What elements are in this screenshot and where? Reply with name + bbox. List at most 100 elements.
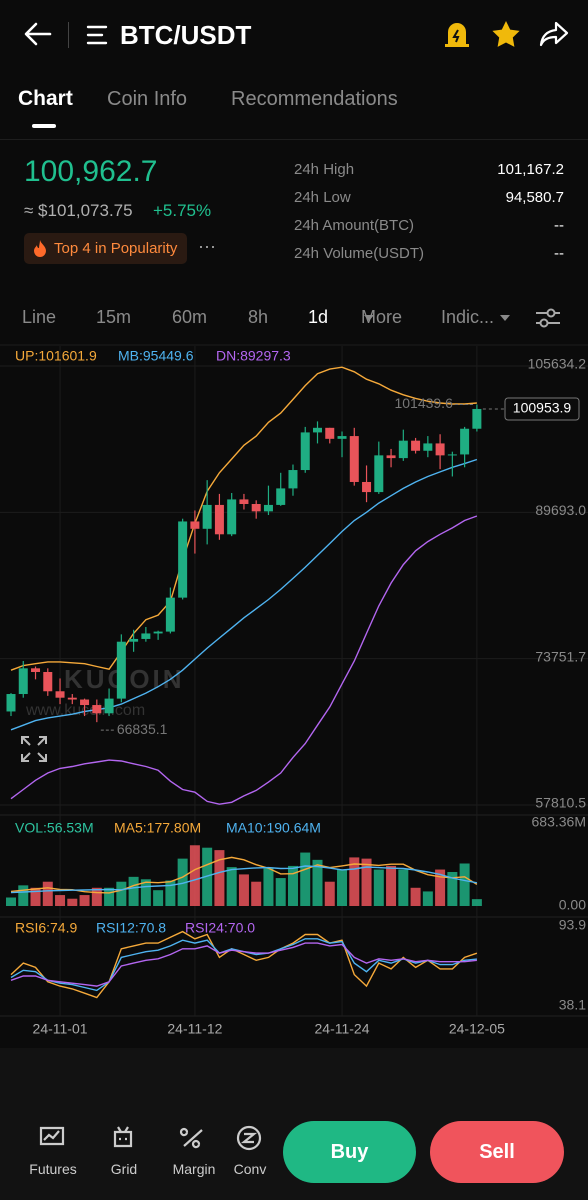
badge-text: Top 4 in Popularity xyxy=(54,240,178,257)
y-tick-label: 38.1 xyxy=(559,997,586,1013)
y-tick-label: 73751.7 xyxy=(535,648,586,664)
volume-bar xyxy=(67,898,78,906)
legend-entry: VOL:56.53M xyxy=(15,820,94,836)
interval-option[interactable]: 1d xyxy=(308,307,329,327)
volume-bar xyxy=(361,858,372,906)
rsi-line xyxy=(10,942,477,987)
volume-bar xyxy=(300,852,311,906)
candle-body xyxy=(374,455,384,493)
volume-bar xyxy=(18,885,29,906)
candle-body xyxy=(472,408,482,429)
volume-bar xyxy=(177,858,188,906)
volume-bar xyxy=(287,865,298,906)
volume-bar xyxy=(349,857,360,906)
interval-option[interactable]: More xyxy=(361,307,403,327)
x-tick-label: 24-11-12 xyxy=(167,1021,222,1037)
x-tick-label: 24-11-01 xyxy=(33,1021,88,1037)
divider xyxy=(68,22,69,48)
y-tick-label: 0.00 xyxy=(559,897,586,913)
candle-body xyxy=(104,698,114,714)
nav-label[interactable]: Conv xyxy=(233,1161,267,1177)
stat-value: -- xyxy=(554,217,564,234)
arrow xyxy=(500,315,510,321)
icon-shape xyxy=(236,1125,262,1151)
volume-bar xyxy=(337,869,348,906)
candle-body xyxy=(214,504,224,535)
tab[interactable]: Recommendations xyxy=(231,88,398,110)
settings-icon[interactable] xyxy=(534,306,562,330)
stat-label: 24h High xyxy=(294,161,355,178)
boll-line xyxy=(10,366,477,671)
candle-body xyxy=(276,488,286,505)
icon-shape xyxy=(179,1127,203,1149)
interval-option[interactable]: Line xyxy=(22,307,57,327)
nav-icon[interactable] xyxy=(235,1124,265,1154)
legend-entry: RSI12:70.8 xyxy=(96,920,166,936)
volume-bar xyxy=(165,880,176,906)
candle-body xyxy=(190,521,200,529)
y-tick-label: 89693.0 xyxy=(535,502,586,518)
volume-bar xyxy=(79,895,90,906)
interval-option[interactable]: 15m xyxy=(96,307,132,327)
interval-option[interactable]: 60m xyxy=(172,307,208,327)
nav-icon[interactable] xyxy=(109,1124,139,1154)
popularity-badge[interactable]: Top 4 in Popularity xyxy=(24,233,188,264)
legend-entry: RSI6:74.9 xyxy=(15,920,77,936)
alert-icon[interactable] xyxy=(443,20,471,50)
nav-label[interactable]: Grid xyxy=(110,1161,138,1177)
last-price-tag xyxy=(504,397,580,421)
more-dots[interactable]: ··· xyxy=(198,236,216,256)
usd-price: ≈ $101,073.75 xyxy=(24,201,133,220)
price-change: +5.75% xyxy=(153,201,212,220)
boll-line xyxy=(10,515,478,805)
interval-option[interactable]: 8h xyxy=(248,307,269,327)
interval-option[interactable]: Indic... xyxy=(441,307,495,327)
volume-bar xyxy=(140,879,151,906)
volume-bar xyxy=(263,868,274,906)
menu-icon[interactable] xyxy=(86,24,110,46)
favorite-icon[interactable] xyxy=(490,19,522,49)
back-button[interactable] xyxy=(22,20,54,48)
legend-entry: RSI24:70.0 xyxy=(185,920,255,936)
candle-body xyxy=(362,481,372,493)
legend-entry: DN:89297.3 xyxy=(216,348,291,364)
tab-active[interactable]: Chart xyxy=(18,87,73,110)
candle-body xyxy=(80,699,90,706)
tab-indicator xyxy=(32,124,56,128)
share-icon[interactable] xyxy=(538,20,570,48)
boll-line xyxy=(10,458,478,731)
candle-body xyxy=(178,521,188,598)
legend-entry: MA10:190.64M xyxy=(226,820,321,836)
volume-bar xyxy=(42,881,53,906)
fullscreen-icon[interactable] xyxy=(20,735,48,763)
volume-bar xyxy=(410,887,421,906)
candle-body xyxy=(18,668,28,695)
pair-title[interactable]: BTC/USDT xyxy=(120,20,252,50)
tab[interactable]: Coin Info xyxy=(107,88,188,110)
volume-bar xyxy=(104,887,115,906)
volume-bar xyxy=(324,881,335,906)
chart: 24-11-0124-11-1224-11-2424-12-05KUCOINww… xyxy=(0,344,588,1037)
nav-icon[interactable] xyxy=(179,1124,209,1154)
stat-value: -- xyxy=(554,245,564,262)
candle-body xyxy=(43,671,53,692)
volume-bar xyxy=(459,863,470,906)
candle-body xyxy=(6,694,16,712)
candle-body xyxy=(349,436,359,482)
stat-value: 101,167.2 xyxy=(497,161,564,178)
sell-button[interactable]: Sell xyxy=(430,1121,564,1183)
nav-icon[interactable] xyxy=(38,1124,68,1154)
candle-body xyxy=(423,443,433,451)
stat-value: 94,580.7 xyxy=(505,189,564,206)
candle-body xyxy=(325,427,335,439)
nav-label[interactable]: Margin xyxy=(172,1161,216,1177)
stat-label: 24h Volume(USDT) xyxy=(294,245,425,262)
fire-icon xyxy=(34,240,46,257)
legend-entry: MB:95449.6 xyxy=(118,348,194,364)
candle-body xyxy=(239,499,249,505)
buy-button[interactable]: Buy xyxy=(283,1121,416,1183)
volume-bar xyxy=(398,869,409,906)
nav-label[interactable]: Futures xyxy=(29,1161,77,1177)
candle-body xyxy=(165,597,175,632)
candle-body xyxy=(411,440,421,451)
